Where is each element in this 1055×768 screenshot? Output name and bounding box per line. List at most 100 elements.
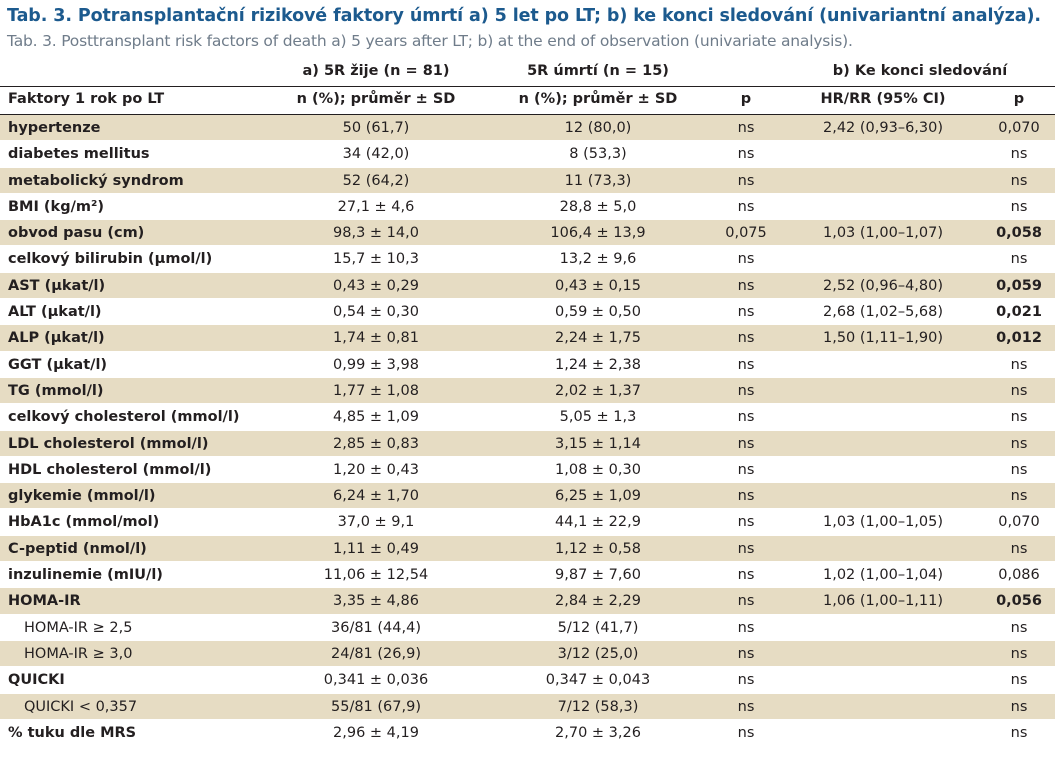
row-death-value: 9,87 ± 7,60 bbox=[555, 567, 641, 584]
row-death-value: 12 (80,0) bbox=[564, 120, 632, 136]
row-alive-value: 98,3 ± 14,0 bbox=[333, 225, 419, 242]
row-death-value: 8 (53,3) bbox=[569, 146, 627, 163]
table-subtitle: Tab. 3. Posttransplant risk factors of d… bbox=[7, 32, 853, 50]
row-factor: inzulinemie (mIU/l) bbox=[8, 567, 163, 584]
row-p2-value: ns bbox=[1010, 540, 1028, 557]
header-group-row: a) 5R žije (n = 81) 5R úmrtí (n = 15) b)… bbox=[0, 58, 1055, 85]
row-death-value: 1,08 ± 0,30 bbox=[555, 461, 641, 478]
table-row: AST (μkat/l) 0,43 ± 0,29 0,43 ± 0,15 ns 2,52… bbox=[0, 272, 1055, 300]
row-hr-value: 1,50 (1,11–1,90) bbox=[822, 330, 944, 347]
row-factor: diabetes mellitus bbox=[8, 146, 150, 163]
table-row: LDL cholesterol (mmol/l) 2,85 ± 0,83 3,15 … bbox=[0, 430, 1055, 457]
table-row: celkový bilirubin (μmol/l) 15,7 ± 10,3 13,… bbox=[0, 246, 1055, 273]
row-p2-value: ns bbox=[1010, 172, 1028, 189]
row-alive-value: 37,0 ± 9,1 bbox=[337, 514, 415, 531]
row-p2-value: ns bbox=[1010, 198, 1028, 215]
table-row: ALT (μkat/l) 0,54 ± 0,30 0,59 ± 0,50 ns 2,68… bbox=[0, 299, 1055, 326]
header-col-a: n (%); průměr ± SD bbox=[296, 91, 456, 107]
row-alive-value: 1,77 ± 1,08 bbox=[333, 382, 419, 399]
row-hr-value: 1,06 (1,00–1,11) bbox=[822, 593, 944, 610]
row-alive-value: 55/81 (67,9) bbox=[331, 698, 421, 715]
table-row: hypertenze 50 (61,7) 12 (80,0) ns 2,42 (0,93… bbox=[0, 115, 1055, 142]
row-factor: GGT (μkat/l) bbox=[8, 356, 108, 373]
row-alive-value: 6,24 ± 1,70 bbox=[333, 488, 419, 505]
row-hr-value: 1,03 (1,00–1,07) bbox=[822, 225, 944, 242]
row-p-value: ns bbox=[737, 724, 755, 741]
row-factor: obvod pasu (cm) bbox=[8, 225, 145, 242]
row-death-value: 2,24 ± 1,75 bbox=[555, 330, 641, 347]
row-p-value: ns bbox=[737, 382, 755, 399]
row-death-value: 2,70 ± 3,26 bbox=[555, 724, 641, 741]
row-factor: QUICKI bbox=[8, 672, 65, 689]
row-death-value: 1,12 ± 0,58 bbox=[555, 540, 641, 557]
row-factor: hypertenze bbox=[8, 120, 101, 136]
row-alive-value: 0,99 ± 3,98 bbox=[333, 356, 419, 373]
header-group-a: a) 5R žije (n = 81) bbox=[302, 63, 450, 79]
table-title: Tab. 3. Potransplantační rizikové faktor… bbox=[7, 6, 1041, 26]
row-p2-value: ns bbox=[1010, 698, 1028, 715]
row-p-value: ns bbox=[737, 488, 755, 505]
row-death-value: 3,15 ± 1,14 bbox=[555, 435, 641, 452]
row-p-value: ns bbox=[737, 146, 755, 163]
row-p2-value: ns bbox=[1010, 619, 1028, 636]
row-alive-value: 4,85 ± 1,09 bbox=[333, 409, 419, 426]
table-row: BMI (kg/m²) 27,1 ± 4,6 28,8 ± 5,0 ns ns bbox=[0, 194, 1055, 221]
row-p2-value: ns bbox=[1010, 409, 1028, 426]
table-row: metabolický syndrom 52 (64,2) 11 (73,3) ns n… bbox=[0, 167, 1055, 194]
row-p-value: ns bbox=[737, 409, 755, 426]
row-hr-value: 2,52 (0,96–4,80) bbox=[822, 277, 944, 294]
table-row: inzulinemie (mIU/l) 11,06 ± 12,54 9,87 ± 7… bbox=[0, 562, 1055, 589]
row-p-value: ns bbox=[737, 645, 755, 662]
row-factor: BMI (kg/m²) bbox=[8, 198, 104, 215]
row-alive-value: 52 (64,2) bbox=[342, 172, 410, 189]
row-p-value: ns bbox=[737, 251, 755, 268]
row-death-value: 2,84 ± 2,29 bbox=[555, 593, 641, 610]
table-row: C-peptid (nmol/l) 1,11 ± 0,49 1,12 ± 0,58 n… bbox=[0, 535, 1055, 563]
row-alive-value: 11,06 ± 12,54 bbox=[323, 567, 429, 584]
row-alive-value: 27,1 ± 4,6 bbox=[337, 198, 415, 215]
row-hr-value: 1,02 (1,00–1,04) bbox=[822, 567, 944, 584]
row-factor: metabolický syndrom bbox=[8, 172, 184, 189]
table-row: obvod pasu (cm) 98,3 ± 14,0 106,4 ± 13,9 0,… bbox=[0, 220, 1055, 247]
row-death-value: 2,02 ± 1,37 bbox=[555, 382, 641, 399]
row-p2-value: 0,012 bbox=[996, 330, 1042, 347]
row-p-value: ns bbox=[737, 593, 755, 610]
table-row: glykemie (mmol/l) 6,24 ± 1,70 6,25 ± 1,09 n… bbox=[0, 483, 1055, 510]
row-p2-value: ns bbox=[1010, 382, 1028, 399]
row-p-value: ns bbox=[737, 461, 755, 478]
table-body: hypertenze 50 (61,7) 12 (80,0) ns 2,42 (0,93… bbox=[0, 115, 1055, 747]
table-row: HOMA-IR ≥ 3,0 24/81 (26,9) 3/12 (25,0) ns ns bbox=[0, 640, 1055, 668]
header-divider-top bbox=[0, 86, 1055, 87]
header-column-row: Faktory 1 rok po LT n (%); průměr ± SD n… bbox=[0, 86, 1055, 113]
row-p-value: 0,075 bbox=[725, 225, 767, 242]
row-alive-value: 36/81 (44,4) bbox=[331, 619, 421, 636]
row-death-value: 7/12 (58,3) bbox=[557, 698, 639, 715]
row-factor: % tuku dle MRS bbox=[8, 724, 137, 741]
row-p2-value: 0,058 bbox=[996, 225, 1042, 242]
header-col-factor: Faktory 1 rok po LT bbox=[8, 91, 165, 107]
row-alive-value: 1,20 ± 0,43 bbox=[333, 461, 419, 478]
row-hr-value: 2,42 (0,93–6,30) bbox=[822, 120, 944, 136]
table-row: celkový cholesterol (mmol/l) 4,85 ± 1,09 5… bbox=[0, 404, 1055, 431]
row-p2-value: ns bbox=[1010, 435, 1028, 452]
row-factor: HOMA-IR ≥ 2,5 bbox=[24, 619, 133, 636]
table-row: HOMA-IR 3,35 ± 4,86 2,84 ± 2,29 ns 1,06 (1,0… bbox=[0, 588, 1055, 615]
row-p-value: ns bbox=[737, 619, 755, 636]
row-p-value: ns bbox=[737, 330, 755, 347]
row-p-value: ns bbox=[737, 304, 755, 321]
row-death-value: 3/12 (25,0) bbox=[557, 645, 639, 662]
row-hr-value: 2,68 (1,02–5,68) bbox=[822, 304, 944, 321]
row-factor: celkový cholesterol (mmol/l) bbox=[8, 409, 240, 426]
table-row: HbA1c (mmol/mol) 37,0 ± 9,1 44,1 ± 22,9 ns 1… bbox=[0, 509, 1055, 536]
table-row: TG (mmol/l) 1,77 ± 1,08 2,02 ± 1,37 ns ns bbox=[0, 377, 1055, 405]
row-factor: HDL cholesterol (mmol/l) bbox=[8, 461, 212, 478]
row-p2-value: 0,059 bbox=[996, 277, 1042, 294]
row-alive-value: 24/81 (26,9) bbox=[331, 645, 421, 662]
row-death-value: 5,05 ± 1,3 bbox=[559, 409, 637, 426]
row-p-value: ns bbox=[737, 277, 755, 294]
row-p-value: ns bbox=[737, 540, 755, 557]
row-death-value: 0,59 ± 0,50 bbox=[555, 304, 641, 321]
table-row: % tuku dle MRS 2,96 ± 4,19 2,70 ± 3,26 ns ns bbox=[0, 720, 1055, 747]
row-factor: ALP (μkat/l) bbox=[8, 330, 105, 347]
row-p-value: ns bbox=[737, 698, 755, 715]
